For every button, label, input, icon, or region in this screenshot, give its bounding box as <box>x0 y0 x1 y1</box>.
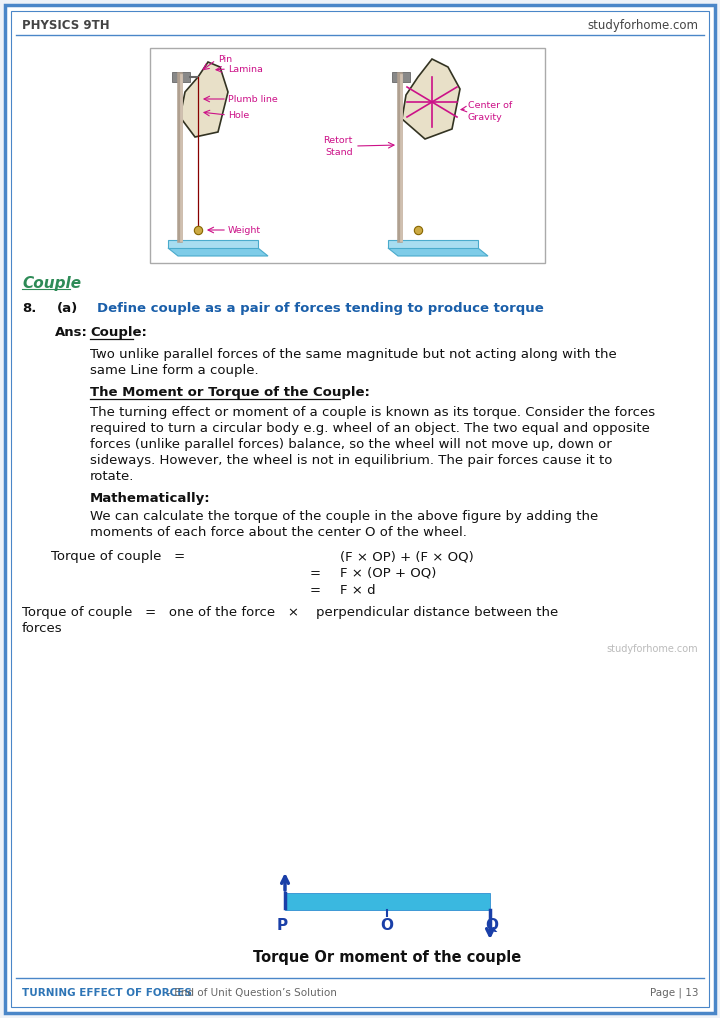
Text: Hole: Hole <box>228 111 249 119</box>
Text: Pin: Pin <box>218 55 232 63</box>
Text: Two unlike parallel forces of the same magnitude but not acting along with the: Two unlike parallel forces of the same m… <box>90 348 617 361</box>
Text: Center of: Center of <box>468 101 512 110</box>
Text: studyforhome.com: studyforhome.com <box>587 18 698 32</box>
Text: We can calculate the torque of the couple in the above figure by adding the: We can calculate the torque of the coupl… <box>90 510 598 523</box>
Text: - End of Unit Question’s Solution: - End of Unit Question’s Solution <box>164 988 337 998</box>
Polygon shape <box>180 62 228 137</box>
Text: Stand: Stand <box>325 148 353 157</box>
Text: Couple:: Couple: <box>90 326 147 339</box>
Text: Q: Q <box>485 918 498 934</box>
Text: Weight: Weight <box>228 226 261 234</box>
Text: Torque of couple   =   one of the force   ×    perpendicular distance between th: Torque of couple = one of the force × pe… <box>22 606 558 619</box>
Text: P: P <box>276 918 287 934</box>
Text: Plumb line: Plumb line <box>228 95 278 104</box>
Bar <box>285 893 490 910</box>
Text: =: = <box>310 584 321 597</box>
Text: Torque of couple   =: Torque of couple = <box>51 550 185 563</box>
Text: O: O <box>380 918 394 934</box>
Text: (a): (a) <box>57 302 78 315</box>
Text: forces (unlike parallel forces) balance, so the wheel will not move up, down or: forces (unlike parallel forces) balance,… <box>90 438 612 451</box>
Text: Gravity: Gravity <box>468 113 503 121</box>
Bar <box>392 72 410 82</box>
Text: The Moment or Torque of the Couple:: The Moment or Torque of the Couple: <box>90 386 370 399</box>
Text: Ans:: Ans: <box>55 326 88 339</box>
Text: =: = <box>310 567 321 580</box>
Text: F × d: F × d <box>340 584 376 597</box>
Text: forces: forces <box>22 622 63 635</box>
Text: required to turn a circular body e.g. wheel of an object. The two equal and oppo: required to turn a circular body e.g. wh… <box>90 422 650 435</box>
Text: Mathematically:: Mathematically: <box>90 492 211 505</box>
Bar <box>150 48 545 263</box>
Bar <box>168 240 258 248</box>
Text: 8.: 8. <box>22 302 37 315</box>
Text: same Line form a couple.: same Line form a couple. <box>90 364 258 377</box>
Text: Lamina: Lamina <box>228 64 263 73</box>
Text: moments of each force about the center O of the wheel.: moments of each force about the center O… <box>90 526 467 539</box>
Text: Retort: Retort <box>323 135 353 145</box>
Text: TURNING EFFECT OF FORCES: TURNING EFFECT OF FORCES <box>22 988 192 998</box>
Text: F × (OP + OQ): F × (OP + OQ) <box>340 567 436 580</box>
Text: Torque Or moment of the couple: Torque Or moment of the couple <box>253 950 521 965</box>
Polygon shape <box>402 59 460 139</box>
Text: Page | 13: Page | 13 <box>649 987 698 999</box>
Text: Couple: Couple <box>22 276 81 291</box>
Text: PHYSICS 9TH: PHYSICS 9TH <box>22 18 109 32</box>
Polygon shape <box>168 248 268 256</box>
Text: The turning effect or moment of a couple is known as its torque. Consider the fo: The turning effect or moment of a couple… <box>90 406 655 419</box>
Bar <box>172 72 190 82</box>
Text: rotate.: rotate. <box>90 470 135 483</box>
Text: sideways. However, the wheel is not in equilibrium. The pair forces cause it to: sideways. However, the wheel is not in e… <box>90 454 613 467</box>
Text: (F × OP) + (F × OQ): (F × OP) + (F × OQ) <box>340 550 474 563</box>
Bar <box>388 240 478 248</box>
Polygon shape <box>388 248 488 256</box>
Text: studyforhome.com: studyforhome.com <box>606 644 698 654</box>
Text: Define couple as a pair of forces tending to produce torque: Define couple as a pair of forces tendin… <box>97 302 544 315</box>
